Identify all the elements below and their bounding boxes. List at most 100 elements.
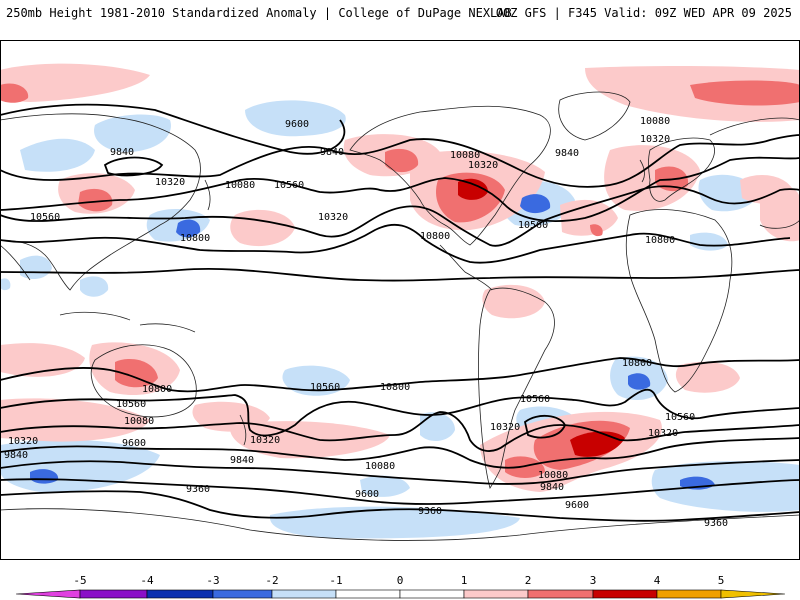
colorbar-tick: 1 <box>461 574 468 587</box>
contour-10080-sh <box>0 437 800 469</box>
contour-label: 10080 <box>124 416 154 427</box>
coastline-antarctica <box>0 508 800 541</box>
pos-anomaly-area <box>740 175 795 204</box>
contour-label: 10560 <box>518 220 548 231</box>
contour-label: 10800 <box>380 382 410 393</box>
colorbar-tick: -4 <box>140 574 154 587</box>
contour-10080-nh <box>0 156 800 223</box>
neg-anomaly-area <box>245 100 346 137</box>
neg-anomaly-area <box>94 114 171 153</box>
neg-anomaly-area <box>420 412 455 442</box>
contour-label: 9840 <box>540 482 564 493</box>
coastline-new-zealand <box>239 414 247 446</box>
contour-label: 9840 <box>110 147 134 158</box>
contour-label: 9840 <box>555 148 579 159</box>
contour-label: 9360 <box>186 484 210 495</box>
contour-10320-nh <box>0 185 800 247</box>
coastline-india <box>0 244 31 281</box>
coastline-africa <box>625 209 733 393</box>
contour-10560-sh <box>0 388 800 437</box>
colorbar-swatch <box>146 589 214 599</box>
contour-label: 10560 <box>274 180 304 191</box>
contour-label: 10320 <box>640 134 670 145</box>
colorbar-swatch <box>335 589 401 599</box>
contour-label: 10080 <box>450 150 480 161</box>
contour-label: 10080 <box>225 180 255 191</box>
contour-label: 9840 <box>320 147 344 158</box>
neg-anomaly-area <box>269 506 520 539</box>
pos-anomaly-area <box>0 398 150 442</box>
colorbar-swatch <box>463 589 529 599</box>
height-contours <box>0 103 800 522</box>
strong-anomaly-shading <box>0 80 800 490</box>
contour-label: 10560 <box>520 394 550 405</box>
contour-label: 10080 <box>365 461 395 472</box>
pos-anomaly-area <box>482 284 545 319</box>
contour-label: 10560 <box>310 382 340 393</box>
contour-label: 10320 <box>155 177 185 188</box>
land-outlines <box>0 91 800 541</box>
colorbar-tick: 5 <box>718 574 725 587</box>
header-title-left: 250mb Height 1981-2010 Standardized Anom… <box>6 6 512 20</box>
pos-anomaly-core <box>0 83 29 103</box>
contour-10800-nh <box>0 267 800 282</box>
contour-9600-sh <box>0 478 800 505</box>
colorbar-swatches <box>15 589 786 599</box>
contour-label: 9360 <box>704 518 728 529</box>
pos-anomaly-core <box>690 80 800 106</box>
contour-label: 10320 <box>490 422 520 433</box>
colorbar-tick: -5 <box>73 574 86 587</box>
pos-anomaly-area <box>585 65 800 122</box>
contour-label: 10320 <box>468 160 498 171</box>
contour-label: 10320 <box>250 435 280 446</box>
contour-label: 10560 <box>665 412 695 423</box>
neg-anomaly-area <box>0 278 11 291</box>
contour-label: 10800 <box>180 233 210 244</box>
pos-anomaly-area <box>0 63 150 102</box>
coastline-indonesia <box>59 311 196 333</box>
pos-anomaly-core <box>78 188 113 212</box>
contour-label: 9600 <box>122 438 146 449</box>
header-title-right: 00Z GFS | F345 Valid: 09Z WED APR 09 202… <box>495 6 792 20</box>
pos-anomaly-core <box>590 224 603 237</box>
neg-anomaly-core <box>520 194 551 214</box>
contour-label: 10800 <box>622 358 652 369</box>
coastline-japan <box>204 179 211 211</box>
colorbar-ticks: -5 -4 -3 -2 -1 0 1 2 3 4 5 <box>73 574 724 587</box>
pos-anomaly-core <box>505 456 545 478</box>
contour-label: 10800 <box>420 231 450 242</box>
contour-10320-sh <box>0 411 800 452</box>
contour-label-group: 9600 9840 9840 9840 10080 10080 10080 10… <box>4 116 728 529</box>
neg-anomaly-core <box>176 219 201 238</box>
contour-label: 10320 <box>8 436 38 447</box>
colorbar-tick: -1 <box>329 574 342 587</box>
contour-label: 10560 <box>30 212 60 223</box>
coastline-europe <box>648 137 715 202</box>
coastline-north-america <box>349 105 551 246</box>
contour-label: 9360 <box>418 506 442 517</box>
colorbar-tick: -2 <box>265 574 278 587</box>
contour-label: 10320 <box>318 212 348 223</box>
neg-anomaly-area <box>651 461 800 512</box>
colorbar-swatch <box>15 589 81 599</box>
neg-anomaly-area <box>360 475 410 497</box>
colorbar-swatch <box>79 589 148 599</box>
contour-label: 10080 <box>538 470 568 481</box>
colorbar-swatch <box>527 589 594 599</box>
contour-9840-nh <box>0 134 800 188</box>
colorbar-swatch <box>592 589 658 599</box>
colorbar-swatch <box>399 589 465 599</box>
contour-label: 10320 <box>648 428 678 439</box>
colorbar-tick: 0 <box>397 574 404 587</box>
coastline-uk <box>639 159 645 183</box>
neg-anomaly-area <box>20 138 95 172</box>
pos-anomaly-core <box>115 358 158 388</box>
colorbar-swatch <box>212 589 273 599</box>
contour-10560-nh <box>0 223 791 264</box>
neg-anomaly-core <box>628 373 651 390</box>
contour-label: 9600 <box>285 119 309 130</box>
colorbar-tick: 3 <box>590 574 597 587</box>
colorbar-swatch <box>720 589 786 599</box>
pos-anomaly-core <box>458 178 488 200</box>
colorbar-swatch <box>656 589 722 599</box>
